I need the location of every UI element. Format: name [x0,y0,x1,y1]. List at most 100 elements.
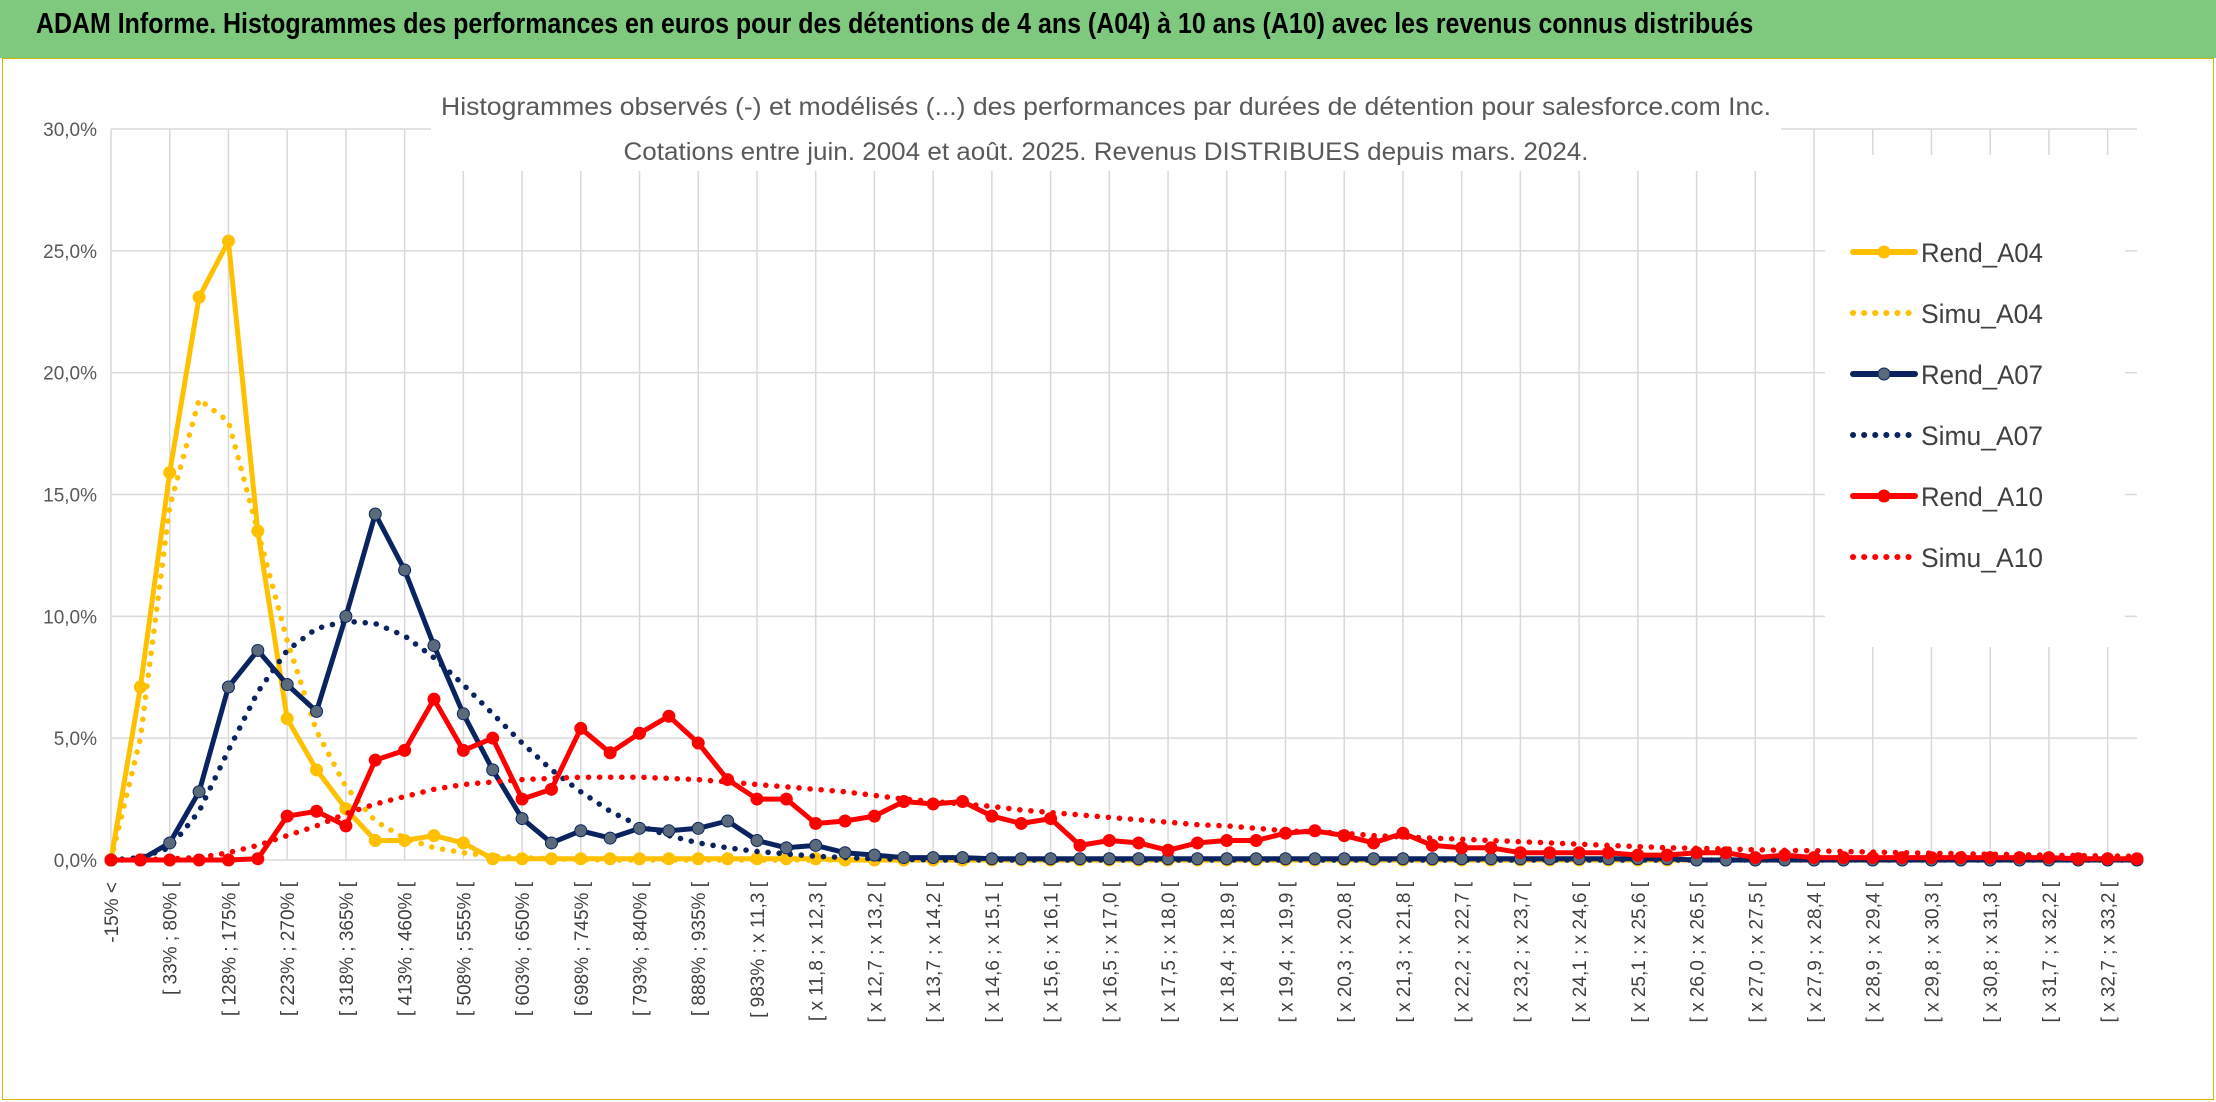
data-point-Rend_A10 [1601,846,1615,860]
y-tick-label: 25,0% [43,242,97,263]
data-point-Rend_A10 [1690,846,1704,860]
data-point-Rend_A10 [633,726,647,740]
data-point-Rend_A10 [1719,846,1733,860]
data-point-Rend_A07 [1220,852,1234,866]
data-point-Rend_A07 [1073,852,1087,866]
data-point-Rend_A04 [691,852,705,866]
data-point-Rend_A07 [838,846,852,860]
legend-label-Simu_A07: Simu_A07 [1921,421,2043,451]
data-point-Rend_A10 [1748,851,1762,865]
data-point-Rend_A10 [1308,824,1322,838]
data-point-Rend_A04 [192,290,206,304]
data-point-Rend_A10 [1572,846,1586,860]
data-point-Rend_A07 [779,841,793,855]
x-tick-label: [ x 25,1 ; x 25,6 [ [1629,881,1650,1022]
data-point-Rend_A10 [2071,852,2085,866]
legend-label-Simu_A10: Simu_A10 [1921,543,2043,573]
data-point-Rend_A10 [2101,852,2115,866]
x-tick-label: [ x 28,9 ; x 29,4 [ [1864,881,1885,1022]
data-point-Rend_A10 [1132,836,1146,850]
data-point-Rend_A10 [838,814,852,828]
data-point-Rend_A10 [2042,851,2056,865]
data-point-Rend_A10 [1278,826,1292,840]
y-tick-label: 10,0% [43,607,97,628]
data-point-Rend_A10 [1513,846,1527,860]
x-tick-label: [ x 19,4 ; x 19,9 [ [1276,881,1297,1022]
data-point-Rend_A10 [1425,838,1439,852]
data-point-Rend_A10 [1983,851,1997,865]
series-line-Simu_A10 [108,774,2140,863]
data-point-Rend_A10 [515,792,529,806]
data-point-Rend_A07 [721,814,735,828]
x-tick-label: [ x 23,2 ; x 23,7 [ [1511,881,1532,1022]
data-point-Rend_A10 [1337,829,1351,843]
data-point-Rend_A04 [251,524,265,538]
data-point-Rend_A04 [544,852,558,866]
data-point-Rend_A10 [662,709,676,723]
data-point-Rend_A07 [1484,852,1498,866]
x-tick-label: [ x 26,0 ; x 26,5 [ [1688,881,1709,1022]
chart-title-line: Histogrammes observés (-) et modélisés (… [441,93,1771,121]
data-point-Rend_A04 [574,852,588,866]
data-point-Rend_A10 [544,782,558,796]
data-point-Rend_A10 [427,692,441,706]
data-point-Rend_A04 [221,234,235,248]
data-point-Rend_A04 [310,763,324,777]
data-point-Rend_A10 [1484,841,1498,855]
data-point-Rend_A04 [163,466,177,480]
data-point-Rend_A07 [809,838,823,852]
data-point-Rend_A07 [280,678,294,692]
data-point-Rend_A07 [427,639,441,653]
x-tick-label: [ x 18,4 ; x 18,9 [ [1218,881,1239,1022]
data-point-Rend_A07 [1308,852,1322,866]
x-tick-label: [ 603% ; 650% [ [513,881,534,1016]
data-point-Rend_A10 [280,809,294,823]
data-point-Rend_A07 [956,851,970,865]
data-point-Rend_A10 [1895,851,1909,865]
data-point-Rend_A04 [603,852,617,866]
data-point-Rend_A10 [574,721,588,735]
data-point-Rend_A10 [398,743,412,757]
data-point-Rend_A07 [310,704,324,718]
data-point-Rend_A07 [251,643,265,657]
x-tick-label: [ 413% ; 460% [ [396,881,417,1016]
y-tick-label: 5,0% [54,729,97,750]
x-tick-label: [ 983% ; x 11,3 [ [748,881,769,1018]
x-tick-label: [ x 31,7 ; x 32,2 [ [2040,881,2061,1022]
data-point-Rend_A10 [721,773,735,787]
x-tick-label: [ x 21,3 ; x 21,8 [ [1394,881,1415,1022]
x-tick-label: [ 33% ; 80% [ [161,881,182,995]
data-point-Rend_A07 [486,763,500,777]
legend-marker-Rend_A07 [1877,367,1891,381]
legend-label-Simu_A04: Simu_A04 [1921,299,2043,329]
data-point-Rend_A10 [1954,851,1968,865]
data-point-Rend_A04 [280,712,294,726]
data-point-Rend_A04 [368,834,382,848]
data-point-Rend_A10 [1807,851,1821,865]
data-point-Rend_A10 [1249,834,1263,848]
data-point-Rend_A10 [1220,834,1234,848]
data-point-Rend_A07 [456,707,470,721]
data-point-Rend_A10 [192,853,206,867]
data-point-Rend_A10 [1073,838,1087,852]
data-point-Rend_A10 [1543,846,1557,860]
data-point-Rend_A10 [1396,826,1410,840]
x-tick-label: [ 318% ; 365% [ [337,881,358,1016]
line-chart: 0,0% 5,0% 10,0% 15,0% 20,0% 25,0% 30,0% -15% < [… [43,79,2144,1022]
legend-marker-Rend_A10 [1877,489,1891,503]
data-point-Rend_A07 [1396,852,1410,866]
data-point-Rend_A07 [221,680,235,694]
series-line-Rend_A07 [108,511,2140,863]
y-tick-label: 15,0% [43,486,97,507]
data-point-Rend_A10 [1836,851,1850,865]
data-point-Rend_A07 [339,609,353,623]
data-point-Rend_A10 [1866,851,1880,865]
data-point-Rend_A07 [926,851,940,865]
x-tick-label: [ x 12,7 ; x 13,2 [ [865,881,886,1022]
x-tick-label: [ 698% ; 745% [ [572,881,593,1016]
x-tick-label: [ x 14,6 ; x 15,1 [ [983,881,1004,1022]
data-point-Rend_A04 [398,834,412,848]
x-tick-label: [ 128% ; 175% [ [219,881,240,1016]
chart-title-box [431,79,1781,171]
data-point-Rend_A10 [1455,841,1469,855]
